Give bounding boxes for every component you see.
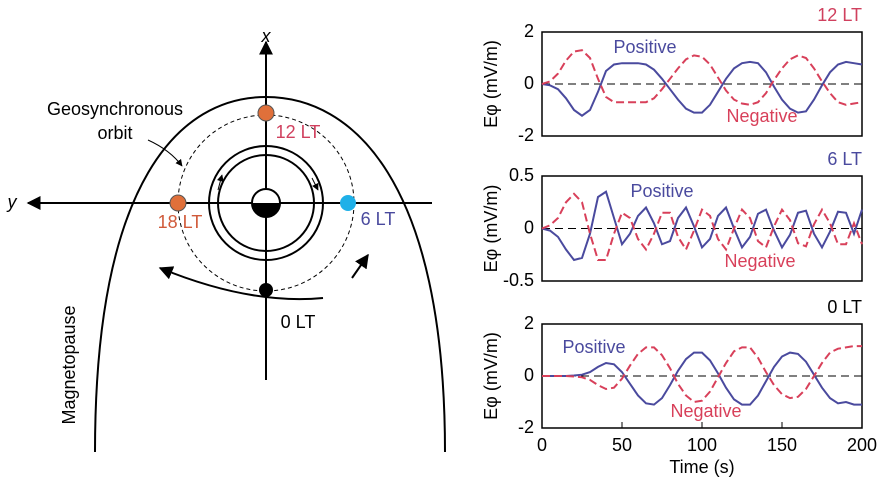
dusk-point — [169, 194, 187, 212]
midnight-point — [259, 283, 273, 297]
series-line — [541, 60, 863, 117]
y-axis-label: y — [6, 192, 18, 212]
y-tick-label: -2 — [518, 417, 534, 437]
panel-title: 12 LT — [817, 5, 862, 25]
series-label: Negative — [724, 251, 795, 271]
dawn-label: 6 LT — [361, 209, 396, 229]
x-axis-title: Time (s) — [669, 457, 734, 477]
magnetopause-curve — [94, 95, 446, 453]
x-tick-label: 100 — [687, 435, 717, 455]
panel-title: 0 LT — [827, 297, 862, 317]
diagram: x y Geosynchronous orbit 12 LT 18 LT 6 L… — [6, 26, 446, 453]
noon-label: 12 LT — [276, 122, 321, 142]
y-tick-label: 2 — [524, 313, 534, 333]
dusk-label: 18 LT — [158, 212, 203, 232]
y-tick-label: -2 — [518, 125, 534, 145]
series-line — [541, 192, 863, 261]
y-tick-label: 0 — [524, 73, 534, 93]
series-label: Negative — [726, 106, 797, 126]
series-label: Positive — [562, 337, 625, 357]
outer-ring — [208, 145, 324, 261]
drift-arrow — [351, 253, 369, 279]
series-line — [542, 351, 862, 406]
ring-arrow — [216, 174, 224, 191]
x-tick-label: 200 — [847, 435, 877, 455]
drift-arrow — [158, 266, 324, 301]
series-label: Positive — [630, 181, 693, 201]
y-tick-label: -0.5 — [503, 270, 534, 290]
y-axis-title: Eφ (mV/m) — [481, 332, 501, 420]
inner-ring — [217, 154, 315, 252]
series-line — [542, 345, 862, 404]
orbit-label: orbit — [97, 123, 132, 143]
noon-point — [257, 104, 275, 122]
midnight-label: 0 LT — [281, 312, 316, 332]
orbit-label: Geosynchronous — [47, 99, 183, 119]
x-tick-label: 0 — [537, 435, 547, 455]
x-tick-label: 150 — [767, 435, 797, 455]
series-line — [541, 190, 863, 262]
y-tick-label: 2 — [524, 21, 534, 41]
series-label: Positive — [613, 37, 676, 57]
ring-arrow — [311, 177, 319, 191]
x-axis-label: x — [261, 26, 272, 46]
dawn-point — [340, 195, 356, 211]
y-axis-title: Eφ (mV/m) — [481, 185, 501, 273]
magnetopause-label: Magnetopause — [59, 305, 79, 424]
series-label: Negative — [670, 401, 741, 421]
y-tick-label: 0.5 — [509, 165, 534, 185]
panel-title: 6 LT — [827, 149, 862, 169]
y-tick-label: 0 — [524, 217, 534, 237]
y-axis-title: Eφ (mV/m) — [481, 40, 501, 128]
series-line — [541, 49, 863, 106]
x-tick-label: 50 — [612, 435, 632, 455]
orbit-pointer — [147, 139, 183, 167]
earth-night — [252, 203, 280, 217]
y-tick-label: 0 — [524, 365, 534, 385]
